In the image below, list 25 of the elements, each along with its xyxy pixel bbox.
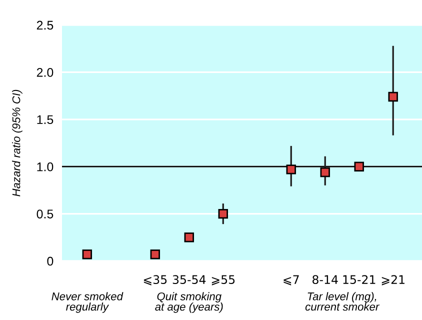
x-tick-label: 35-54 (172, 275, 206, 284)
y-tick-label: 1.0 (37, 162, 54, 172)
point (82, 250, 92, 260)
point (320, 167, 330, 178)
y-tick-label: 0 (47, 256, 54, 266)
y-axis-title: Hazard ratio (95% CI) (12, 90, 22, 196)
text: Never smoked regularly (52, 292, 124, 313)
point (286, 164, 296, 174)
point (184, 232, 194, 242)
x-tick-label: ⩾21 (382, 275, 404, 286)
point (388, 92, 398, 102)
y-tick-label: 1.5 (37, 115, 54, 124)
y-tick-label: 2.5 (36, 20, 54, 30)
text: Quit smoking at age (years) (155, 292, 223, 313)
x-tick-label: 8-14 (312, 275, 338, 284)
x-tick-label: ⩾55 (212, 275, 235, 286)
point (218, 208, 228, 219)
text: Tar level (mg), current smoker (305, 292, 380, 311)
x-tick-label: ⩽35 (144, 275, 167, 286)
point (150, 250, 160, 260)
x-tick-label: 15-21 (343, 275, 376, 284)
point (354, 162, 364, 172)
y-tick-label: 0.5 (36, 210, 54, 218)
y-tick-label: 2.0 (36, 68, 54, 77)
x-tick-label: ⩽7 (284, 275, 299, 286)
